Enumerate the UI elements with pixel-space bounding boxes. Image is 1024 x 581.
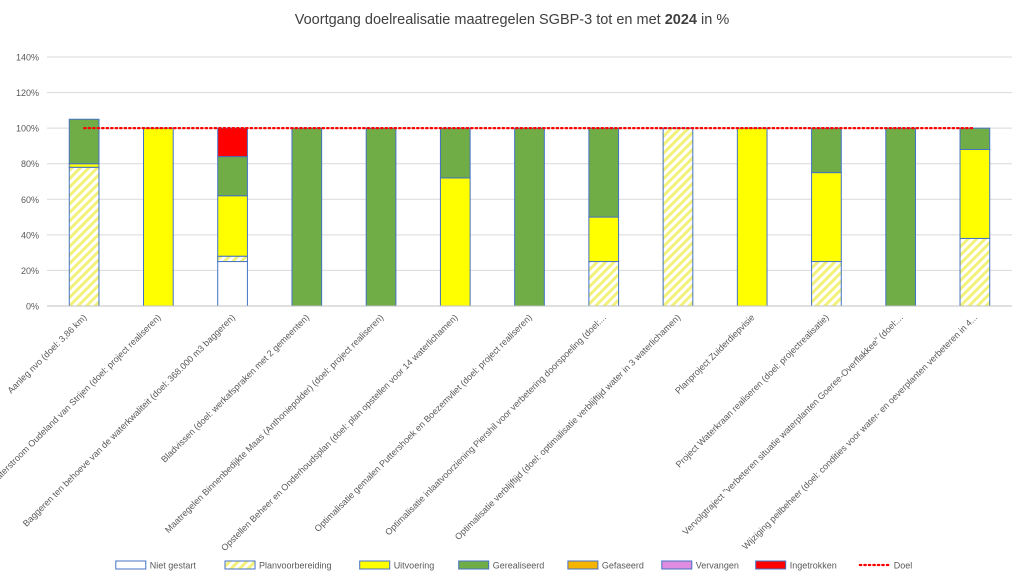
bar-segment-plan	[811, 261, 842, 307]
bar-segment-inge	[217, 127, 248, 158]
x-axis: Aanleg nvo (doel: 3,86 km)Beekherstel Ou…	[0, 305, 1012, 557]
legend-item-geree: Gerealiseerd	[458, 560, 545, 571]
bar-segment-plan	[217, 255, 248, 263]
bar-segment-uitv	[959, 148, 991, 239]
legend-label: Planvoorbereiding	[259, 561, 332, 571]
legend-label: Niet gestart	[150, 561, 197, 571]
bar-segment-plan	[588, 261, 620, 307]
bar-segment-uitv	[143, 127, 174, 307]
x-tick-label: Bladvissen (doel: werkafspraken met 2 ge…	[159, 312, 311, 464]
bar-segment-geree	[291, 127, 323, 307]
chart-title: Voortgang doelrealisatie maatregelen SGB…	[295, 12, 730, 28]
legend-swatch	[359, 560, 391, 570]
legend-label: Gefaseerd	[602, 561, 644, 571]
bar-segment-geree	[514, 127, 545, 307]
bar-segment-niet	[217, 261, 248, 307]
x-tick-label: Opstellen Beheer en Onderhoudsplan (doel…	[219, 312, 460, 553]
legend-item-uitv: Uitvoering	[359, 560, 435, 571]
bar-segment-uitv	[439, 177, 471, 307]
legend-item-doel: Doel	[858, 561, 913, 571]
bar-segment-geree	[959, 127, 991, 150]
bars	[68, 118, 991, 307]
bar-segment-uitv	[217, 195, 248, 257]
legend-swatch	[567, 560, 599, 570]
bar-segment-plan	[662, 127, 694, 307]
legend-item-gefas: Gefaseerd	[567, 560, 644, 571]
legend-label: Uitvoering	[394, 561, 435, 571]
legend-swatch	[224, 560, 256, 570]
x-tick-label: Planproject Zuiderdiepvisie	[673, 312, 756, 395]
legend-label: Ingetrokken	[790, 561, 837, 571]
legend-item-verv: Vervangen	[661, 560, 739, 571]
legend-label: Gerealiseerd	[493, 561, 545, 571]
y-axis: 0% 20% 40% 60% 80% 100% 120% 140%	[16, 53, 39, 312]
y-tick-label: 60%	[21, 195, 39, 205]
bar-segment-geree	[365, 127, 397, 307]
chart-title-part: Voortgang doelrealisatie maatregelen SGB…	[295, 12, 665, 28]
bar-segment-geree	[68, 118, 100, 165]
legend-item-plan: Planvoorbereiding	[224, 560, 332, 571]
bar-segment-geree	[811, 127, 842, 174]
y-tick-label: 100%	[16, 124, 39, 134]
bar-segment-geree	[885, 127, 916, 307]
bar-segment-uitv	[68, 163, 100, 168]
y-tick-label: 40%	[21, 230, 39, 240]
x-tick-label: Aanleg nvo (doel: 3,86 km)	[5, 312, 88, 395]
legend: Niet gestart Planvoorbereiding Uitvoering G…	[115, 560, 913, 571]
bar-segment-uitv	[811, 172, 842, 263]
legend-item-inge: Ingetrokken	[755, 560, 837, 571]
chart-title-part: 2024	[665, 12, 697, 28]
bar-segment-geree	[439, 127, 471, 179]
legend-item-niet: Niet gestart	[115, 560, 197, 571]
legend-swatch	[755, 560, 787, 570]
legend-label: Doel	[894, 561, 913, 571]
legend-label: Vervangen	[696, 561, 739, 571]
bar-segment-uitv	[588, 216, 620, 263]
bar-segment-uitv	[736, 127, 768, 307]
y-tick-label: 20%	[21, 266, 39, 276]
bar-segment-geree	[588, 127, 620, 218]
legend-swatch	[115, 560, 147, 570]
y-tick-label: 80%	[21, 159, 39, 169]
bar-segment-plan	[68, 166, 100, 307]
x-tick-label: Wijziging peilbeheer (doel: condities vo…	[740, 312, 979, 551]
y-tick-label: 140%	[16, 53, 39, 63]
chart-title-part: in %	[697, 12, 729, 28]
legend-swatch	[661, 560, 693, 570]
y-tick-label: 120%	[16, 88, 39, 98]
y-tick-label: 0%	[26, 302, 39, 312]
bar-segment-plan	[959, 237, 991, 307]
legend-swatch	[458, 560, 490, 570]
bar-segment-geree	[217, 156, 248, 197]
x-tick-label: Project Waterkraan realiseren (doel: pro…	[674, 312, 831, 469]
